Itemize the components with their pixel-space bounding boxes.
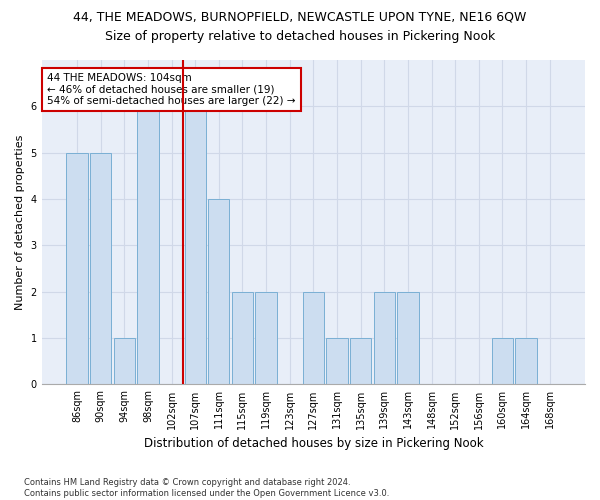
Bar [208, 199, 229, 384]
Text: 44 THE MEADOWS: 104sqm
← 46% of detached houses are smaller (19)
54% of semi-det: 44 THE MEADOWS: 104sqm ← 46% of detached… [47, 73, 296, 106]
Bar [515, 338, 536, 384]
Bar [90, 152, 111, 384]
Bar [113, 338, 135, 384]
Bar [302, 292, 324, 384]
Text: 44, THE MEADOWS, BURNOPFIELD, NEWCASTLE UPON TYNE, NE16 6QW: 44, THE MEADOWS, BURNOPFIELD, NEWCASTLE … [73, 10, 527, 23]
Y-axis label: Number of detached properties: Number of detached properties [15, 134, 25, 310]
Bar [67, 152, 88, 384]
Bar [350, 338, 371, 384]
Bar [232, 292, 253, 384]
Bar [326, 338, 347, 384]
Bar [137, 106, 158, 384]
Text: Size of property relative to detached houses in Pickering Nook: Size of property relative to detached ho… [105, 30, 495, 43]
Bar [492, 338, 513, 384]
Bar [374, 292, 395, 384]
Bar [397, 292, 419, 384]
Text: Contains HM Land Registry data © Crown copyright and database right 2024.
Contai: Contains HM Land Registry data © Crown c… [24, 478, 389, 498]
X-axis label: Distribution of detached houses by size in Pickering Nook: Distribution of detached houses by size … [143, 437, 483, 450]
Bar [256, 292, 277, 384]
Bar [185, 106, 206, 384]
